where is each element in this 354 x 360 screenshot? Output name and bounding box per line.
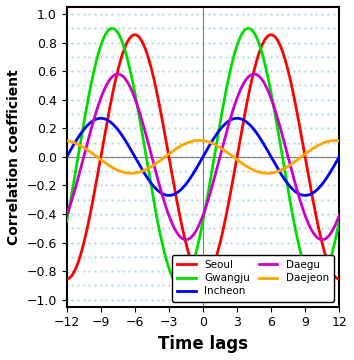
Incheon: [337, 155, 341, 159]
Seoul: [133, 33, 137, 37]
Daejeon: [329, 139, 333, 143]
Daejeon: [279, 168, 284, 172]
Daejeon: [333, 138, 337, 143]
Seoul: [79, 252, 83, 257]
Daegu: [190, 234, 194, 238]
Line: Incheon: Incheon: [67, 118, 339, 195]
Seoul: [329, 269, 333, 273]
Daegu: [337, 213, 341, 217]
Daegu: [79, 167, 83, 171]
Seoul: [197, 275, 201, 279]
Line: Gwangju: Gwangju: [67, 28, 339, 285]
Daejeon: [337, 139, 341, 143]
Daegu: [330, 230, 334, 234]
Daejeon: [64, 139, 69, 143]
Legend: Seoul, Gwangju, Incheon, Daegu, Daejeon: Seoul, Gwangju, Incheon, Daegu, Daejeon: [172, 255, 334, 302]
Incheon: [79, 132, 83, 136]
Seoul: [337, 277, 341, 281]
Gwangju: [79, 140, 83, 144]
Seoul: [279, 46, 284, 50]
Daegu: [116, 72, 120, 76]
Daegu: [279, 130, 284, 134]
Daegu: [197, 222, 201, 226]
Daegu: [64, 213, 69, 217]
Incheon: [197, 161, 201, 165]
Seoul: [190, 262, 194, 266]
Seoul: [64, 277, 69, 281]
Gwangju: [64, 219, 69, 223]
Gwangju: [197, 236, 201, 240]
Daegu: [329, 230, 333, 234]
Incheon: [99, 116, 103, 121]
Y-axis label: Correlation coefficient: Correlation coefficient: [7, 69, 21, 245]
Daegu: [320, 238, 324, 242]
Incheon: [190, 173, 194, 177]
Incheon: [279, 172, 284, 177]
Incheon: [329, 168, 333, 172]
Gwangju: [279, 149, 284, 154]
Gwangju: [178, 283, 182, 288]
X-axis label: Time lags: Time lags: [158, 335, 248, 353]
Daejeon: [329, 139, 333, 143]
Gwangju: [110, 26, 114, 31]
Daejeon: [197, 138, 201, 143]
Gwangju: [190, 264, 194, 268]
Incheon: [330, 168, 334, 172]
Gwangju: [329, 254, 333, 258]
Line: Daegu: Daegu: [67, 74, 339, 240]
Gwangju: [337, 219, 341, 223]
Daejeon: [129, 171, 133, 175]
Incheon: [64, 155, 69, 159]
Incheon: [303, 193, 307, 198]
Daejeon: [79, 143, 83, 148]
Gwangju: [330, 253, 334, 258]
Seoul: [329, 269, 333, 273]
Line: Daejeon: Daejeon: [67, 140, 339, 173]
Line: Seoul: Seoul: [67, 35, 339, 279]
Daejeon: [190, 139, 194, 144]
